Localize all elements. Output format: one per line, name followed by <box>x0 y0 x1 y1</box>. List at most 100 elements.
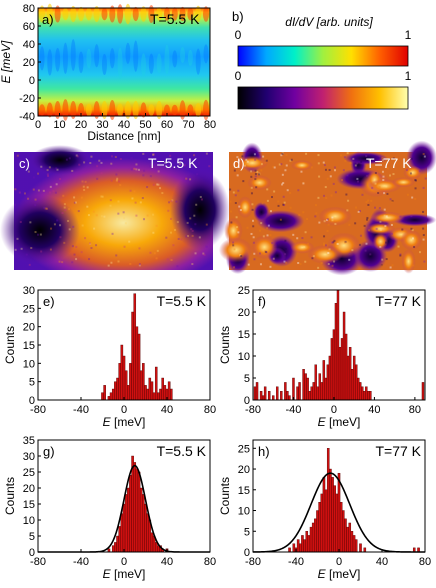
map-noise-pixel <box>250 232 253 235</box>
x-tick-label: 80 <box>419 556 431 568</box>
map-noise-pixel <box>119 158 122 161</box>
heatmap-streak <box>86 48 92 69</box>
map-d-bright-patch <box>401 248 416 274</box>
map-noise-pixel <box>16 237 19 240</box>
map-noise-pixel <box>357 180 360 183</box>
map-noise-pixel <box>254 178 257 181</box>
map-noise-pixel <box>167 209 170 212</box>
map-noise-pixel <box>254 175 257 178</box>
map-noise-pixel <box>146 214 149 217</box>
map-noise-pixel <box>246 226 249 229</box>
map-noise-pixel <box>191 229 194 232</box>
heatmap-streak <box>164 44 170 75</box>
heatmap-streak <box>133 40 139 72</box>
map-noise-pixel <box>123 217 126 220</box>
map-noise-pixel <box>27 170 30 173</box>
map-noise-pixel <box>285 261 288 264</box>
map-noise-pixel <box>259 252 262 255</box>
map-noise-pixel <box>230 225 233 228</box>
map-noise-pixel <box>267 224 270 227</box>
map-noise-pixel <box>418 170 421 173</box>
y-tick-label: 25 <box>238 285 250 297</box>
map-noise-pixel <box>202 252 205 255</box>
map-noise-pixel <box>135 168 138 171</box>
map-noise-pixel <box>63 203 66 206</box>
map-noise-pixel <box>242 180 245 183</box>
histogram-bar <box>318 373 321 401</box>
y-tick-label: 15 <box>238 485 250 497</box>
map-noise-pixel <box>254 169 257 172</box>
map-noise-pixel <box>331 241 334 244</box>
map-noise-pixel <box>116 177 119 180</box>
map-noise-pixel <box>191 263 194 266</box>
map-noise-pixel <box>143 169 146 172</box>
map-noise-pixel <box>48 166 51 169</box>
histogram-bar <box>367 391 370 401</box>
histogram-bar <box>154 542 158 553</box>
map-noise-pixel <box>32 188 35 191</box>
map-noise-pixel <box>229 210 232 213</box>
map-noise-pixel <box>383 208 386 211</box>
heatmap-streak <box>148 53 154 74</box>
histogram-bar <box>337 472 341 553</box>
histogram-bar <box>267 391 271 401</box>
map-noise-pixel <box>89 242 92 245</box>
map-noise-pixel <box>322 194 325 197</box>
map-noise-pixel <box>77 210 80 213</box>
map-noise-pixel <box>305 152 308 155</box>
map-noise-pixel <box>325 197 328 200</box>
histogram-bar <box>101 392 104 401</box>
map-noise-pixel <box>422 234 425 237</box>
map-noise-pixel <box>347 199 350 202</box>
histogram-bar <box>146 513 149 553</box>
map-noise-pixel <box>50 227 53 230</box>
map-noise-pixel <box>369 253 372 256</box>
map-noise-pixel <box>73 253 76 256</box>
map-noise-pixel <box>203 253 206 256</box>
map-noise-pixel <box>272 257 275 260</box>
map-noise-pixel <box>152 213 155 216</box>
map-noise-pixel <box>74 201 77 204</box>
map-noise-pixel <box>366 174 369 177</box>
map-noise-pixel <box>152 231 155 234</box>
map-noise-pixel <box>16 154 19 157</box>
heatmap-streak <box>94 44 100 68</box>
map-noise-pixel <box>334 191 337 194</box>
map-noise-pixel <box>414 179 417 182</box>
heatmap-streak <box>163 104 170 116</box>
map-noise-pixel <box>385 258 388 261</box>
map-noise-pixel <box>235 216 238 219</box>
map-noise-pixel <box>193 154 196 157</box>
map-noise-pixel <box>323 244 326 247</box>
map-noise-pixel <box>279 218 282 221</box>
map-noise-pixel <box>378 186 381 189</box>
map-noise-pixel <box>55 167 58 170</box>
map-noise-pixel <box>381 157 384 160</box>
map-noise-pixel <box>385 185 388 188</box>
map-noise-pixel <box>81 224 84 227</box>
map-noise-pixel <box>277 204 280 207</box>
map-noise-pixel <box>45 207 48 210</box>
map-noise-pixel <box>87 214 90 217</box>
x-tick-label: 80 <box>204 119 216 131</box>
map-noise-pixel <box>265 159 268 162</box>
x-axis-label: E [meV] <box>318 415 361 429</box>
map-noise-pixel <box>359 209 362 212</box>
map-noise-pixel <box>374 182 377 185</box>
heatmap-streak <box>109 99 116 121</box>
map-noise-pixel <box>68 208 71 211</box>
panel-a-ylabel: E [meV] <box>0 40 13 83</box>
map-noise-pixel <box>198 236 201 239</box>
map-noise-pixel <box>379 245 382 248</box>
map-noise-pixel <box>298 213 301 216</box>
map-noise-pixel <box>254 172 257 175</box>
map-noise-pixel <box>260 222 263 225</box>
map-noise-pixel <box>34 231 37 234</box>
heatmap-streak <box>39 5 45 23</box>
map-noise-pixel <box>301 237 304 240</box>
map-noise-pixel <box>194 252 197 255</box>
y-tick-label: -40 <box>19 111 35 123</box>
map-noise-pixel <box>385 241 388 244</box>
map-noise-pixel <box>29 221 32 224</box>
histogram-bar <box>118 363 121 401</box>
